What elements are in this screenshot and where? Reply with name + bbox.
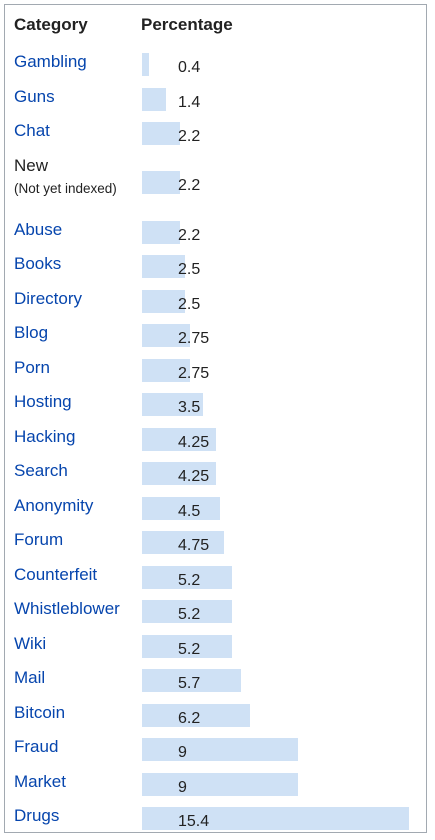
value-bitcoin: 6.2 [178,709,201,727]
value-gambling: 0.4 [178,59,201,76]
bar-whistleblower [142,600,233,623]
category-mail[interactable]: Mail [14,668,46,687]
bar-market [142,772,298,796]
percentage-header: Percentage [141,15,233,34]
category-fraud[interactable]: Fraud [14,737,59,756]
value-porn: 2.75 [178,364,210,382]
bar-wiki [142,634,233,658]
value-guns: 1.4 [178,93,201,111]
value-search: 4.25 [178,468,210,485]
bar-hosting [142,393,203,416]
category-books[interactable]: Books [14,254,62,273]
category-sublabel: (Not yet indexed) [14,180,117,196]
value-chat: 2.2 [178,128,201,145]
bar-mail [142,669,241,692]
value-blog: 2.75 [178,330,210,347]
category-wiki[interactable]: Wiki [14,633,47,653]
category-hosting[interactable]: Hosting [14,392,72,411]
category-chat[interactable]: Chat [14,121,50,140]
value-directory: 2.5 [178,295,201,313]
value-hacking: 4.25 [178,433,210,451]
value-drugs: 15.4 [178,813,210,830]
bar-books [142,255,186,278]
value-books: 2.5 [178,261,201,278]
category-directory[interactable]: Directory [14,288,83,308]
bar-forum [142,531,225,554]
value-hosting: 3.5 [178,399,201,416]
chart-table [4,4,427,833]
category-abuse[interactable]: Abuse [14,219,63,239]
value-counterfeit: 5.2 [178,571,201,589]
bar-counterfeit [142,565,233,589]
bar-chat [142,122,181,145]
category-header: Category [14,15,88,34]
bar-new [142,170,181,194]
value-new: 2.2 [178,176,201,194]
bar-porn [142,358,190,382]
category-drugs[interactable]: Drugs [14,806,60,825]
bar-drugs [142,807,409,830]
value-anonymity: 4.5 [178,502,201,520]
bar-anonymity [142,496,220,520]
value-fraud: 9 [178,744,187,761]
category-counterfeit[interactable]: Counterfeit [14,564,98,584]
category-search[interactable]: Search [14,461,68,480]
bar-gambling [142,53,149,76]
category-bitcoin[interactable]: Bitcoin [14,702,66,722]
value-market: 9 [178,778,187,796]
category-anonymity[interactable]: Anonymity [14,495,94,515]
value-whistleblower: 5.2 [178,606,201,623]
bar-directory [142,289,186,313]
category-market[interactable]: Market [14,771,66,791]
bar-abuse [142,220,181,244]
category-forum[interactable]: Forum [14,530,64,549]
bar-search [142,462,216,485]
bar-fraud [142,738,298,761]
category-gambling[interactable]: Gambling [14,52,87,71]
bar-blog [142,324,190,347]
bar-hacking [142,427,216,451]
bar-guns [142,87,167,111]
category-new: New [14,155,49,175]
value-forum: 4.75 [178,537,210,554]
bar-bitcoin [142,703,250,727]
value-wiki: 5.2 [178,640,201,658]
value-mail: 5.7 [178,675,201,692]
category-blog[interactable]: Blog [14,323,49,342]
category-hacking[interactable]: Hacking [14,426,76,446]
category-guns[interactable]: Guns [14,86,55,106]
category-whistleblower[interactable]: Whistleblower [14,599,120,618]
value-abuse: 2.2 [178,226,201,244]
category-porn[interactable]: Porn [14,357,50,377]
